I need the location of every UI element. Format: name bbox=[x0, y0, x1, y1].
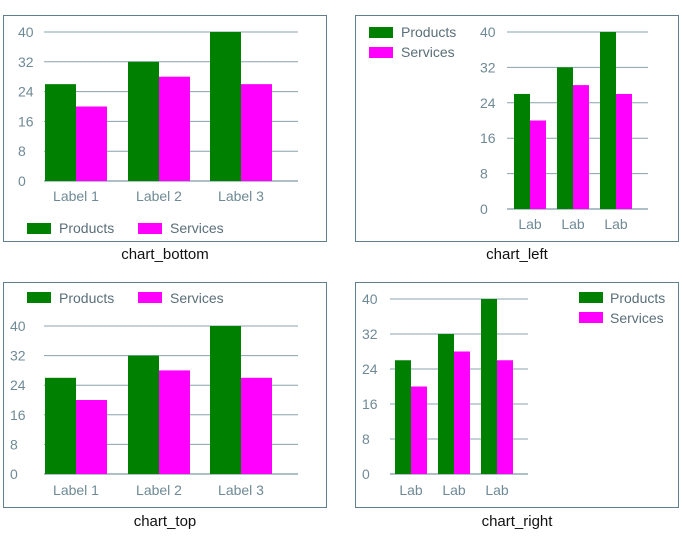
legend-label-products: Products bbox=[401, 24, 456, 40]
legend-swatch-products bbox=[369, 27, 393, 38]
bar-services bbox=[241, 84, 272, 181]
y-tick-label: 24 bbox=[362, 361, 378, 377]
bar-products bbox=[210, 32, 241, 181]
y-tick-label: 0 bbox=[362, 466, 370, 482]
y-tick-label: 16 bbox=[18, 113, 34, 129]
y-tick-label: 8 bbox=[18, 143, 26, 159]
bar-services bbox=[616, 93, 632, 209]
y-tick-label: 16 bbox=[10, 407, 26, 423]
bar-services bbox=[497, 360, 513, 474]
bar-products bbox=[128, 355, 159, 474]
chart-left-svg: 0 8 16 24 32 40 Lab Lab Lab Products Services bbox=[369, 24, 648, 232]
chart-bottom-caption: chart_bottom bbox=[121, 246, 209, 263]
x-tick-label: Label 3 bbox=[218, 482, 264, 498]
chart-right-svg: 0 8 16 24 32 40 Lab Lab Lab Products Services bbox=[362, 290, 665, 498]
bar-products bbox=[514, 93, 530, 209]
legend-label-services: Services bbox=[610, 310, 664, 326]
chart-top-svg: 0 8 16 24 32 40 Label 1 Label 2 Label 3 Products S… bbox=[10, 290, 298, 498]
chart-right-caption: chart_right bbox=[481, 513, 553, 530]
x-tick-label: Lab bbox=[604, 216, 628, 232]
y-tick-label: 0 bbox=[10, 466, 18, 482]
legend-label-products: Products bbox=[59, 290, 114, 306]
legend-swatch-services bbox=[369, 47, 393, 58]
bar-products bbox=[557, 67, 573, 210]
x-tick-label: Lab bbox=[442, 482, 466, 498]
bar-products bbox=[395, 360, 411, 474]
legend-label-services: Services bbox=[170, 220, 224, 236]
chart-top-panel: 0 8 16 24 32 40 Label 1 Label 2 Label 3 Products S… bbox=[3, 282, 327, 508]
x-tick-label: Lab bbox=[485, 482, 509, 498]
bar-products bbox=[600, 32, 616, 209]
y-tick-label: 32 bbox=[362, 326, 378, 342]
bar-products bbox=[128, 61, 159, 181]
bar-services bbox=[159, 370, 190, 474]
bar-services bbox=[454, 351, 470, 474]
legend-label-products: Products bbox=[59, 220, 114, 236]
bar-products bbox=[481, 299, 497, 474]
bar-products bbox=[210, 326, 241, 474]
legend-swatch-services bbox=[138, 223, 162, 234]
y-tick-label: 16 bbox=[480, 130, 496, 146]
chart-left-caption: chart_left bbox=[486, 246, 548, 263]
bar-services bbox=[159, 76, 190, 181]
y-tick-label: 16 bbox=[362, 396, 378, 412]
y-tick-label: 40 bbox=[10, 318, 26, 334]
bar-products bbox=[438, 334, 454, 474]
legend-swatch-products bbox=[27, 292, 51, 303]
y-tick-label: 24 bbox=[480, 95, 496, 111]
bar-services bbox=[76, 400, 107, 474]
chart-bottom-svg: 0 8 16 24 32 40 Label 1 Label 2 Label 3 Products S… bbox=[18, 24, 298, 236]
x-tick-label: Label 1 bbox=[53, 482, 99, 498]
legend-label-services: Services bbox=[401, 44, 455, 60]
y-tick-label: 32 bbox=[480, 59, 496, 75]
legend-swatch-products bbox=[579, 292, 603, 303]
y-tick-label: 40 bbox=[480, 24, 496, 40]
x-tick-label: Label 3 bbox=[218, 188, 264, 204]
x-tick-label: Label 1 bbox=[53, 188, 99, 204]
x-tick-label: Lab bbox=[399, 482, 423, 498]
bar-services bbox=[411, 386, 427, 474]
chart-left-panel: 0 8 16 24 32 40 Lab Lab Lab Products Services bbox=[355, 15, 679, 242]
bar-products bbox=[45, 377, 76, 474]
y-tick-label: 8 bbox=[362, 431, 370, 447]
bar-services bbox=[573, 85, 589, 209]
y-tick-label: 0 bbox=[18, 173, 26, 189]
chart-bottom-panel: 0 8 16 24 32 40 Label 1 Label 2 Label 3 Products S… bbox=[3, 15, 327, 242]
legend-swatch-services bbox=[138, 292, 162, 303]
x-tick-label: Label 2 bbox=[136, 188, 182, 204]
x-tick-label: Label 2 bbox=[136, 482, 182, 498]
y-tick-label: 8 bbox=[10, 436, 18, 452]
legend-swatch-services bbox=[579, 312, 603, 323]
legend-swatch-products bbox=[27, 223, 51, 234]
bar-services bbox=[530, 120, 546, 209]
y-tick-label: 32 bbox=[10, 348, 26, 364]
chart-right-panel: 0 8 16 24 32 40 Lab Lab Lab Products Services bbox=[355, 282, 679, 508]
y-tick-label: 24 bbox=[18, 84, 34, 100]
legend-label-services: Services bbox=[170, 290, 224, 306]
y-tick-label: 8 bbox=[480, 166, 488, 182]
x-tick-label: Lab bbox=[518, 216, 542, 232]
y-tick-label: 40 bbox=[18, 24, 34, 40]
y-tick-label: 24 bbox=[10, 377, 26, 393]
chart-top-caption: chart_top bbox=[133, 513, 197, 530]
legend-label-products: Products bbox=[610, 290, 665, 306]
y-tick-label: 0 bbox=[480, 201, 488, 217]
y-tick-label: 32 bbox=[18, 54, 34, 70]
bar-services bbox=[241, 377, 272, 474]
bar-services bbox=[76, 106, 107, 181]
y-tick-label: 40 bbox=[362, 291, 378, 307]
bar-products bbox=[45, 84, 76, 181]
x-tick-label: Lab bbox=[561, 216, 585, 232]
